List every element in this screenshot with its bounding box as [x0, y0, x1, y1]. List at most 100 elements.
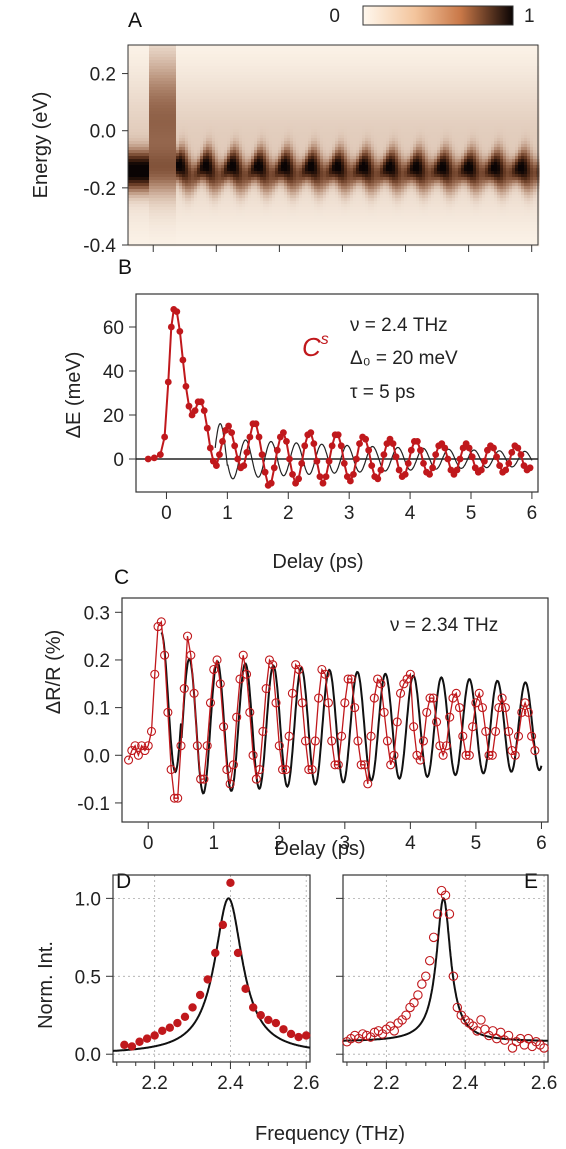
heatmap-cell — [347, 57, 351, 61]
heatmap-cell — [209, 90, 213, 94]
heatmap-cell — [203, 132, 207, 136]
heatmap-cell — [272, 192, 276, 196]
heatmap-cell — [299, 210, 303, 214]
heatmap-cell — [260, 48, 264, 52]
heatmap-cell — [266, 105, 270, 109]
heatmap-cell — [173, 69, 177, 73]
heatmap-cell — [140, 66, 144, 70]
heatmap-cell — [329, 48, 333, 52]
heatmap-cell — [284, 234, 288, 238]
heatmap-cell — [338, 69, 342, 73]
heatmap-cell — [230, 165, 234, 169]
heatmap-cell — [263, 96, 267, 100]
heatmap-cell — [167, 141, 171, 145]
heatmap-cell — [245, 216, 249, 220]
heatmap-cell — [305, 48, 309, 52]
heatmap-cell — [320, 144, 324, 148]
heatmap-cell — [317, 123, 321, 127]
heatmap-cell — [299, 234, 303, 238]
heatmap-cell — [188, 207, 192, 211]
heatmap-cell — [233, 225, 237, 229]
heatmap-cell — [332, 144, 336, 148]
heatmap-cell — [266, 168, 270, 172]
heatmap-cell — [221, 219, 225, 223]
heatmap-cell — [314, 117, 318, 121]
heatmap-cell — [248, 225, 252, 229]
heatmap-cell — [215, 138, 219, 142]
heatmap-cell — [140, 171, 144, 175]
heatmap-cell — [266, 117, 270, 121]
heatmap-cell — [173, 132, 177, 136]
heatmap-cell — [245, 186, 249, 190]
heatmap-cell — [158, 144, 162, 148]
heatmap-cell — [284, 153, 288, 157]
heatmap-cell — [185, 225, 189, 229]
heatmap-cell — [182, 168, 186, 172]
heatmap-cell — [326, 240, 330, 244]
heatmap-cell — [281, 99, 285, 103]
heatmap-cell — [338, 87, 342, 91]
heatmap-cell — [173, 219, 177, 223]
heatmap-cell — [272, 135, 276, 139]
heatmap-cell — [167, 129, 171, 133]
heatmap-cell — [185, 222, 189, 226]
heatmap-cell — [242, 222, 246, 226]
heatmap-cell — [317, 84, 321, 88]
heatmap-cell — [263, 174, 267, 178]
heatmap-cell — [272, 234, 276, 238]
heatmap-cell — [236, 207, 240, 211]
heatmap-cell — [188, 210, 192, 214]
heatmap-cell — [320, 99, 324, 103]
heatmap-cell — [146, 114, 150, 118]
heatmap-cell — [296, 96, 300, 100]
heatmap-cell — [185, 81, 189, 85]
heatmap-cell — [236, 69, 240, 73]
heatmap-cell — [230, 75, 234, 79]
heatmap-cell — [167, 72, 171, 76]
heatmap-cell — [242, 204, 246, 208]
heatmap-cell — [143, 99, 147, 103]
heatmap-cell — [170, 141, 174, 145]
heatmap-cell — [272, 129, 276, 133]
heatmap-cell — [320, 51, 324, 55]
heatmap-cell — [299, 207, 303, 211]
heatmap-cell — [239, 90, 243, 94]
heatmap-cell — [152, 210, 156, 214]
heatmap-cell — [242, 48, 246, 52]
heatmap-cell — [329, 123, 333, 127]
heatmap-cell — [278, 183, 282, 187]
heatmap-cell — [143, 96, 147, 100]
heatmap-cell — [338, 156, 342, 160]
heatmap-cell — [203, 57, 207, 61]
heatmap-cell — [155, 78, 159, 82]
heatmap-cell — [260, 90, 264, 94]
heatmap-cell — [254, 237, 258, 241]
heatmap-cell — [155, 225, 159, 229]
heatmap-cell — [134, 99, 138, 103]
heatmap-cell — [248, 114, 252, 118]
heatmap-cell — [305, 222, 309, 226]
heatmap-cell — [266, 189, 270, 193]
heatmap-cell — [290, 138, 294, 142]
heatmap-cell — [188, 60, 192, 64]
heatmap-cell — [299, 87, 303, 91]
heatmap-cell — [299, 225, 303, 229]
heatmap-cell — [236, 111, 240, 115]
heatmap-cell — [239, 198, 243, 202]
heatmap-cell — [146, 213, 150, 217]
heatmap-cell — [131, 189, 135, 193]
heatmap-cell — [149, 177, 153, 181]
heatmap-cell — [146, 204, 150, 208]
heatmap-cell — [266, 156, 270, 160]
heatmap-cell — [284, 111, 288, 115]
heatmap-cell — [227, 162, 231, 166]
heatmap-cell — [143, 54, 147, 58]
heatmap-cell — [332, 159, 336, 163]
heatmap-cell — [263, 60, 267, 64]
heatmap-cell — [257, 216, 261, 220]
heatmap-cell — [152, 72, 156, 76]
heatmap-cell — [323, 168, 327, 172]
heatmap-cell — [269, 174, 273, 178]
heatmap-cell — [227, 213, 231, 217]
heatmap-cell — [338, 72, 342, 76]
